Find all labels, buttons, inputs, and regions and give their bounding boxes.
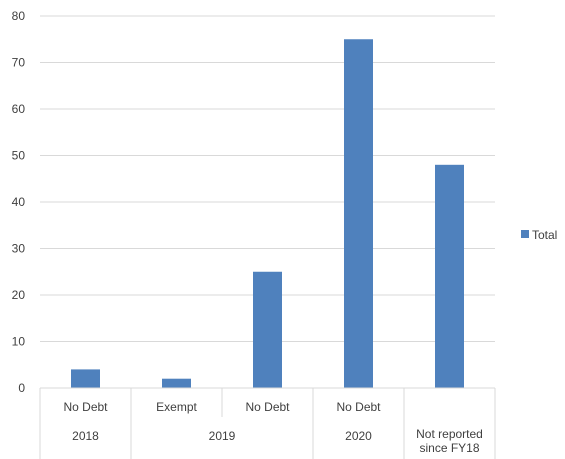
bar xyxy=(344,39,373,388)
legend-swatch-total xyxy=(521,230,529,238)
category-label: No Debt xyxy=(63,400,108,414)
y-tick-label: 10 xyxy=(12,335,26,349)
y-tick-label: 30 xyxy=(12,242,26,256)
y-tick-label: 70 xyxy=(12,56,26,70)
group-label: 2018 xyxy=(72,429,99,443)
legend-label-total: Total xyxy=(532,228,557,242)
gridlines xyxy=(40,15,495,342)
x-axis: No Debt Exempt No Debt No Debt 2018 2019 2020 N… xyxy=(39,387,496,459)
category-label: No Debt xyxy=(245,400,290,414)
y-tick-label: 80 xyxy=(12,9,26,23)
bar xyxy=(435,164,464,388)
category-label: No Debt xyxy=(336,400,381,414)
legend: Total xyxy=(521,228,557,242)
bar xyxy=(253,271,282,388)
group-label: Not reported xyxy=(416,427,483,441)
y-tick-label: 20 xyxy=(12,288,26,302)
group-label: since FY18 xyxy=(419,441,479,455)
group-label: 2020 xyxy=(345,429,372,443)
y-tick-label: 50 xyxy=(12,149,26,163)
bar xyxy=(162,378,191,388)
category-label: Exempt xyxy=(156,400,197,414)
y-tick-label: 40 xyxy=(12,195,26,209)
group-label: 2019 xyxy=(209,429,236,443)
bar xyxy=(71,369,100,388)
y-tick-label: 0 xyxy=(18,381,25,395)
y-axis: 0 10 20 30 40 50 60 70 80 xyxy=(12,9,26,395)
bars xyxy=(71,39,464,388)
y-tick-label: 60 xyxy=(12,102,26,116)
